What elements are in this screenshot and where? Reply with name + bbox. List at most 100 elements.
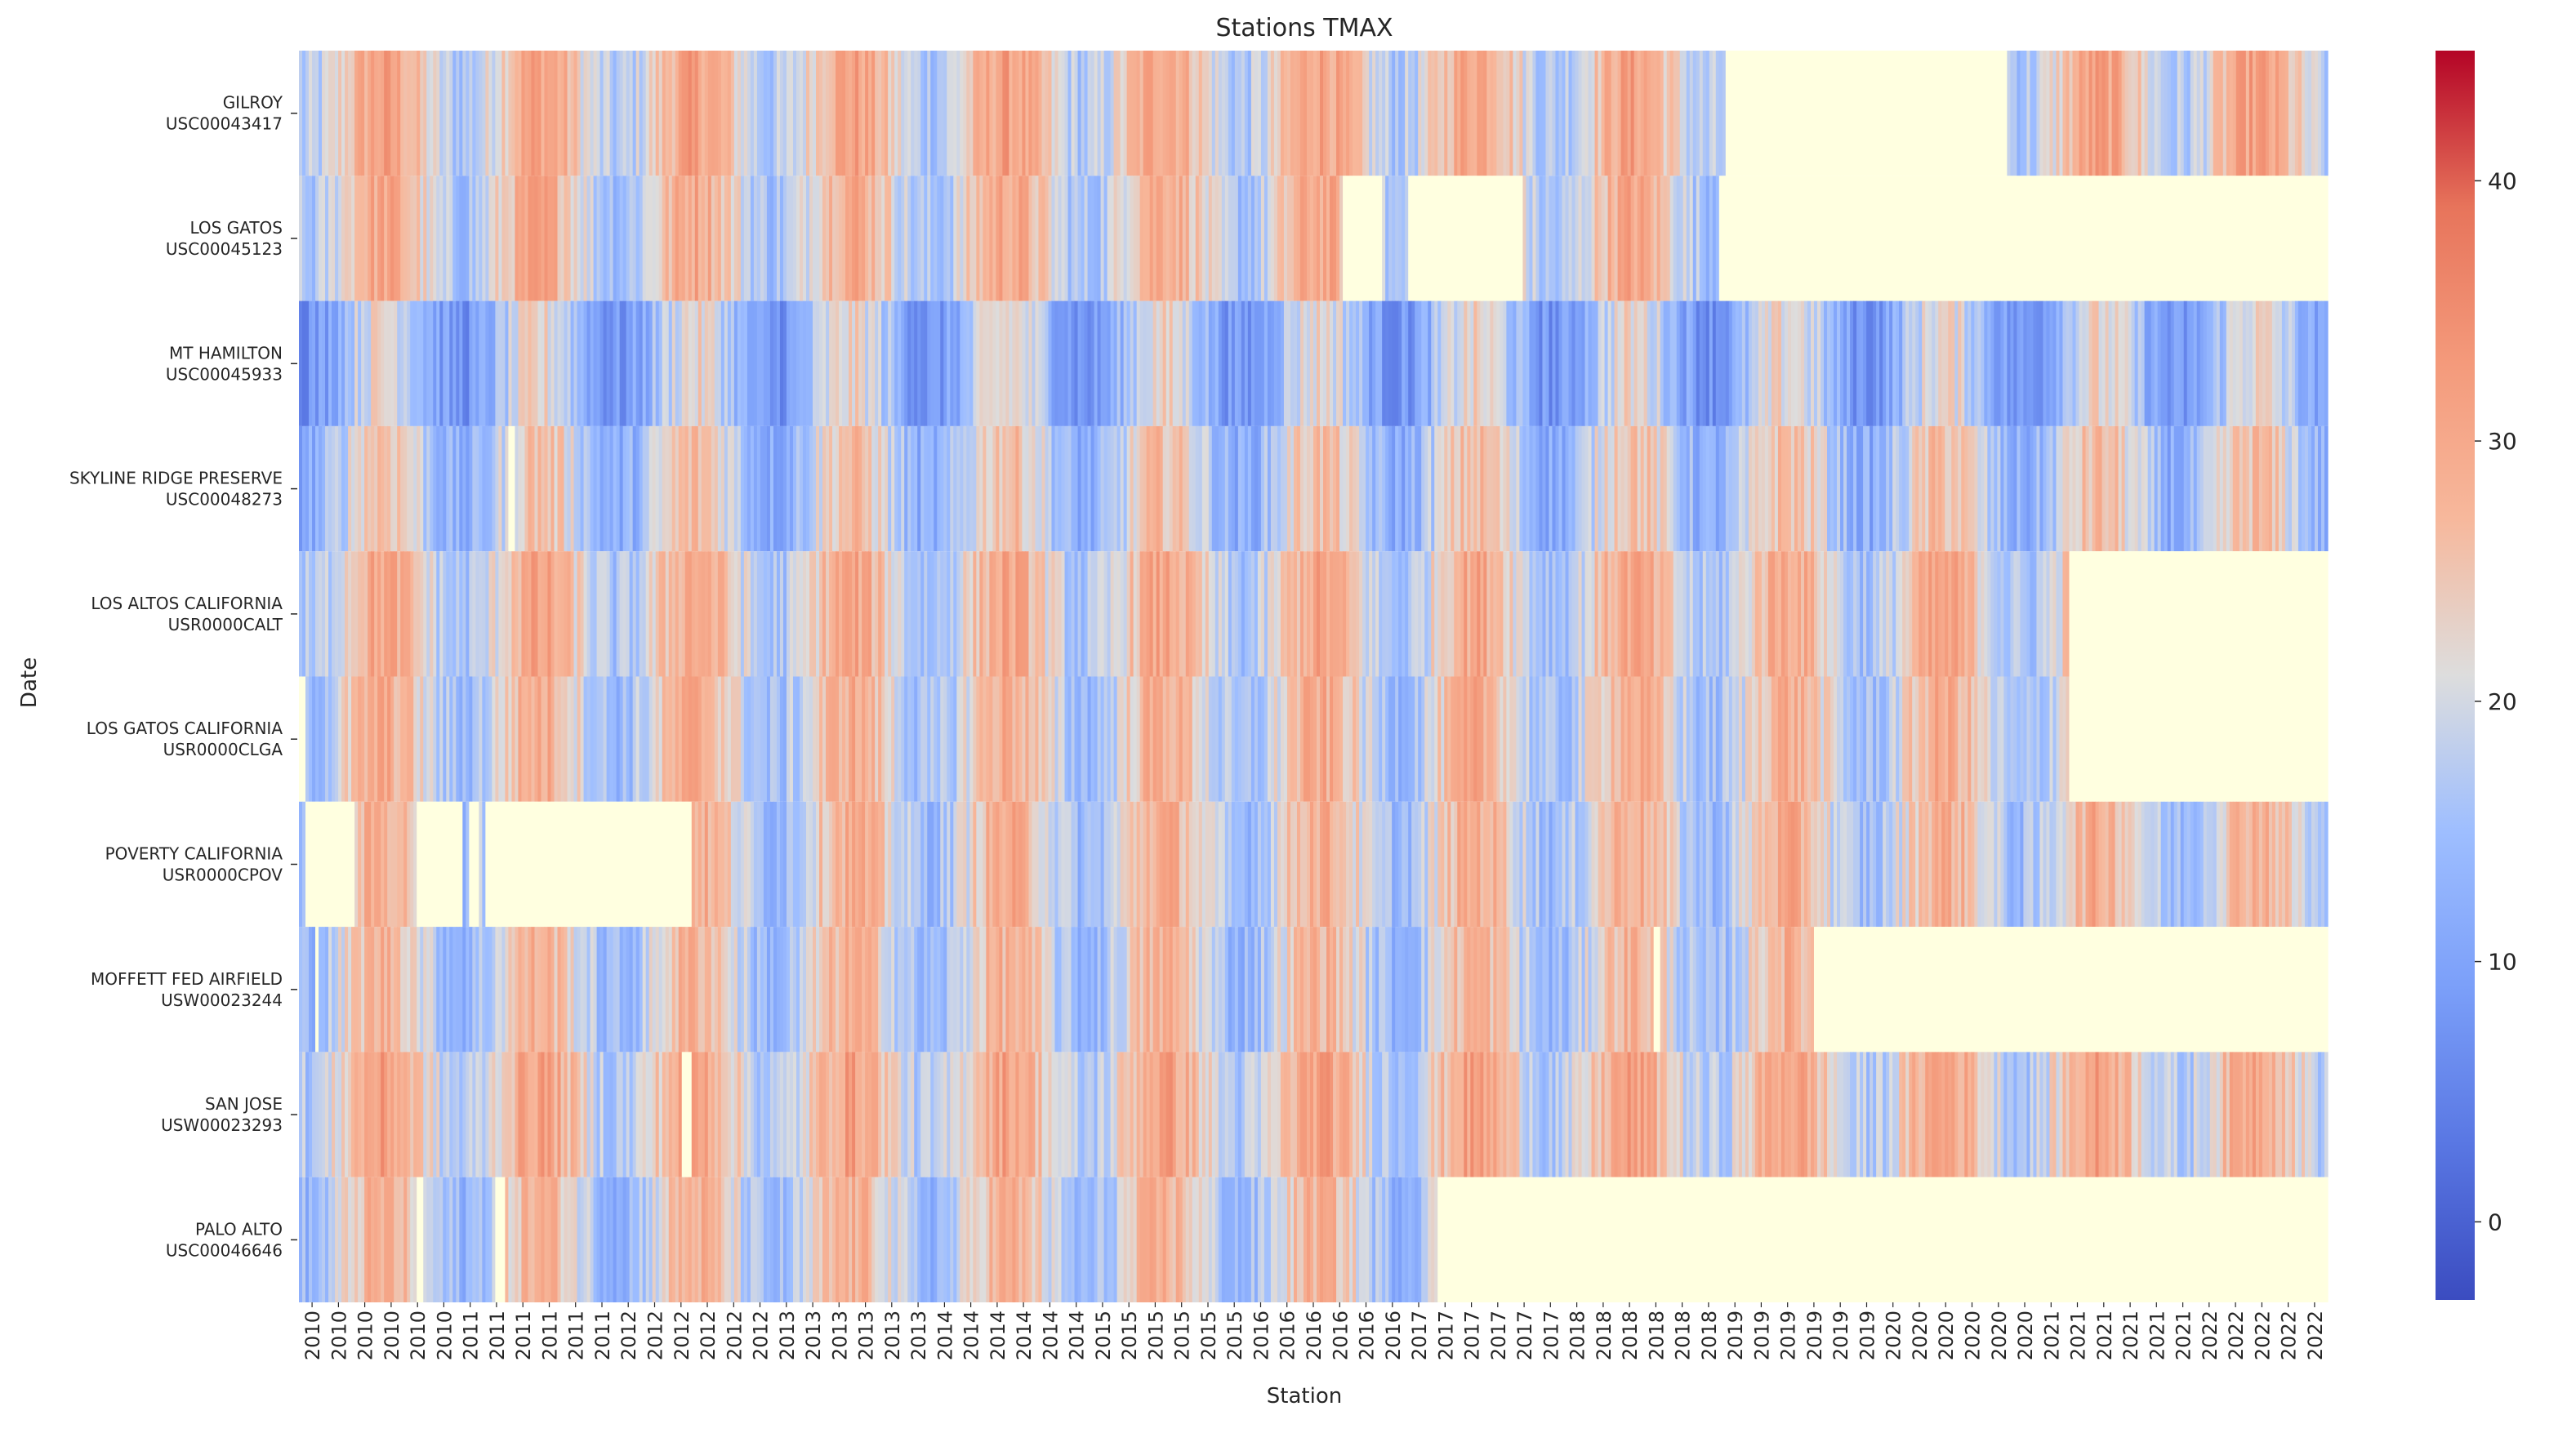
heatmap-cell — [420, 300, 424, 426]
heatmap-cell — [426, 676, 430, 802]
heatmap-cell — [593, 551, 598, 677]
heatmap-cell — [2118, 551, 2123, 677]
heatmap-cell — [2226, 51, 2231, 176]
heatmap-cell — [1712, 300, 1717, 426]
heatmap-cell — [2059, 676, 2064, 802]
heatmap-cell — [1506, 176, 1510, 301]
heatmap-cell — [1977, 551, 1981, 677]
heatmap-cell — [1984, 927, 1988, 1052]
heatmap-cell — [2284, 676, 2289, 802]
heatmap-cell — [449, 927, 453, 1052]
heatmap-cell — [1244, 176, 1249, 301]
heatmap-cell — [1503, 176, 1507, 301]
heatmap-cell — [413, 51, 417, 176]
heatmap-cell — [1346, 425, 1350, 552]
heatmap-cell — [2144, 300, 2149, 426]
heatmap-cell — [2085, 300, 2090, 426]
heatmap-cell — [1679, 425, 1684, 552]
heatmap-cell — [773, 425, 778, 552]
heatmap-cell — [2173, 801, 2178, 928]
heatmap-cell — [1728, 551, 1733, 677]
heatmap-cell — [684, 425, 689, 552]
heatmap-cell — [1588, 176, 1593, 301]
heatmap-cell — [2297, 176, 2302, 301]
heatmap-cell — [2245, 300, 2250, 426]
heatmap-cell — [2311, 51, 2315, 176]
heatmap-cell — [1353, 51, 1357, 176]
heatmap-cell — [1549, 300, 1553, 426]
heatmap-cell — [1018, 676, 1023, 802]
heatmap-cell — [1250, 300, 1255, 426]
heatmap-cell — [1237, 551, 1242, 677]
heatmap-cell — [583, 51, 588, 176]
heatmap-cell — [1575, 425, 1580, 552]
heatmap-cell — [488, 176, 492, 301]
heatmap-cell — [1084, 425, 1089, 552]
heatmap-cell — [2177, 927, 2182, 1052]
heatmap-cell — [2235, 551, 2240, 677]
heatmap-cell — [459, 801, 463, 928]
heatmap-cell — [743, 676, 748, 802]
heatmap-cell — [1873, 425, 1877, 552]
heatmap-cell — [570, 425, 575, 552]
heatmap-cell — [1280, 425, 1285, 552]
heatmap-cell — [1666, 425, 1671, 552]
heatmap-cell — [462, 176, 466, 301]
heatmap-cell — [580, 425, 585, 552]
heatmap-cell — [580, 176, 585, 301]
heatmap-cell — [2245, 551, 2250, 677]
heatmap-cell — [1025, 425, 1030, 552]
heatmap-cell — [2177, 51, 2182, 176]
heatmap-cell — [1336, 551, 1340, 677]
heatmap-cell — [439, 425, 443, 552]
heatmap-cell — [1280, 801, 1285, 928]
heatmap-cell — [986, 300, 990, 426]
heatmap-cell — [1094, 176, 1099, 301]
heatmap-cell — [1369, 51, 1373, 176]
heatmap-cell — [1263, 176, 1268, 301]
heatmap-cell — [2317, 801, 2322, 928]
heatmap-cell — [479, 176, 483, 301]
heatmap-cell — [1054, 300, 1059, 426]
heatmap-cell — [1718, 51, 1723, 176]
heatmap-cell — [1041, 51, 1046, 176]
heatmap-cell — [2265, 676, 2270, 802]
heatmap-cell — [1293, 927, 1298, 1052]
heatmap-cell — [1856, 551, 1861, 677]
heatmap-cell — [1575, 676, 1580, 802]
heatmap-cell — [1948, 801, 1952, 928]
heatmap-cell — [2003, 927, 2008, 1052]
heatmap-cell — [1539, 927, 1544, 1052]
heatmap-cell — [2052, 676, 2057, 802]
heatmap-cell — [1362, 676, 1366, 802]
heatmap-cell — [2203, 425, 2208, 552]
heatmap-cell — [983, 551, 987, 677]
heatmap-cell — [776, 51, 781, 176]
heatmap-cell — [2088, 300, 2093, 426]
heatmap-cell — [1588, 551, 1593, 677]
heatmap-cell — [1477, 801, 1481, 928]
heatmap-cell — [1130, 176, 1134, 301]
heatmap-cell — [1928, 801, 1932, 928]
heatmap-cell — [1552, 300, 1557, 426]
heatmap-cell — [1821, 51, 1825, 176]
heatmap-cell — [1771, 176, 1776, 301]
heatmap-cell — [1454, 51, 1458, 176]
heatmap-cell — [1299, 927, 1304, 1052]
heatmap-cell — [1136, 801, 1141, 928]
heatmap-cell — [1977, 51, 1981, 176]
heatmap-cell — [1214, 927, 1219, 1052]
heatmap-cell — [976, 676, 980, 802]
heatmap-cell — [937, 676, 941, 802]
heatmap-cell — [2128, 551, 2133, 677]
heatmap-cell — [1477, 425, 1481, 552]
heatmap-cell — [2213, 801, 2217, 928]
heatmap-cell — [2177, 801, 2182, 928]
heatmap-cell — [2232, 425, 2237, 552]
heatmap-cell — [730, 801, 735, 928]
heatmap-cell — [2079, 927, 2084, 1052]
heatmap-cell — [1058, 551, 1063, 677]
heatmap-cell — [1656, 801, 1661, 928]
heatmap-cell — [1444, 51, 1448, 176]
heatmap-cell — [1103, 176, 1108, 301]
